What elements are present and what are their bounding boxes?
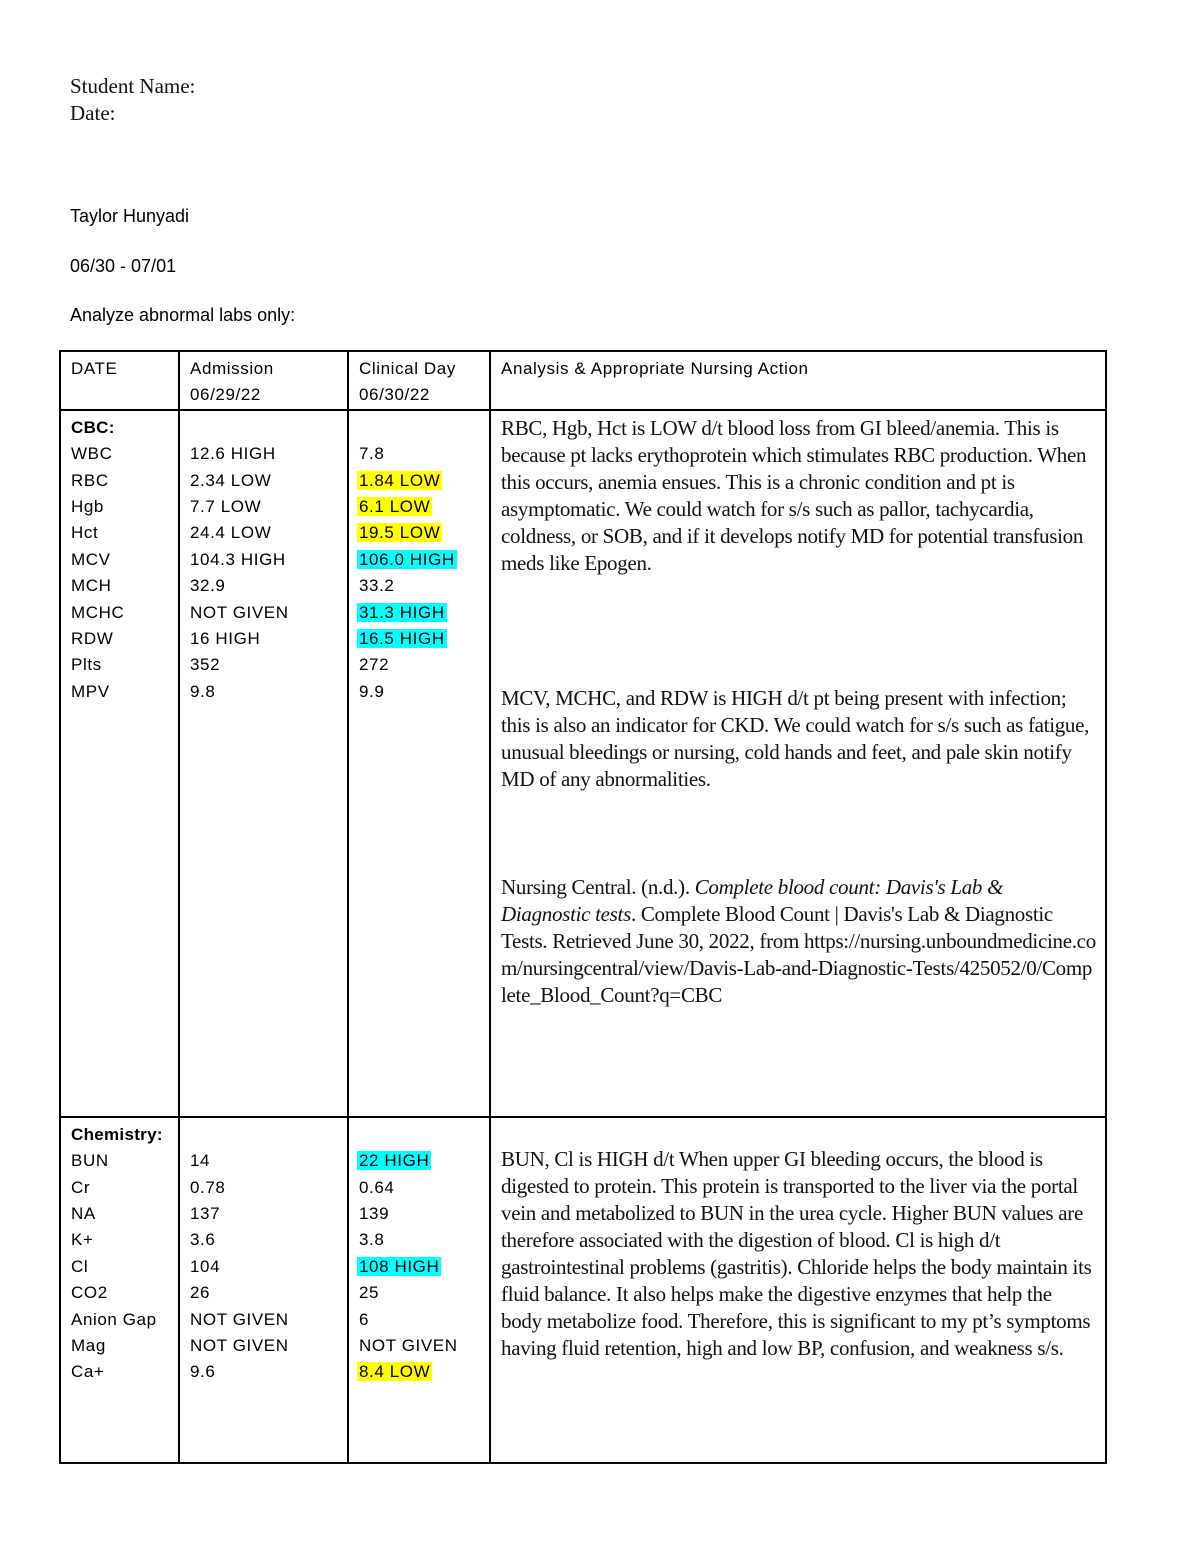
test-name: Ca+ [71,1362,105,1382]
admission-value: 16 HIGH [190,628,261,648]
chemistry-title: Chemistry: [71,1124,163,1144]
test-name: NA [71,1203,96,1223]
student-name-label: Student Name: [70,74,196,98]
citation-rest: . Complete Blood Count | Davis's Lab & D… [501,901,1053,953]
citation-title: Complete blood count: Davis's Lab & Diag… [501,874,1004,926]
admission-value: 2.34 LOW [190,470,272,490]
test-name: RBC [71,470,109,490]
clinical-value: 1.84 LOW [357,470,443,490]
clinical-value: 9.9 [359,681,385,701]
test-name: MCH [71,576,112,596]
clinical-value: 3.8 [359,1230,385,1250]
admission-value: 104.3 HIGH [190,549,286,569]
col-admission-date: 06/29/22 [190,385,261,405]
test-name: RDW [71,628,114,648]
cbc-analysis-paragraph: RBC, Hgb, Hct is LOW d/t blood loss from… [501,415,1087,575]
admission-value: 0.78 [190,1177,226,1197]
clinical-value: 7.8 [359,444,385,464]
test-name: Plts [71,655,102,675]
clinical-value: 19.5 LOW [357,523,443,543]
admission-value: NOT GIVEN [190,1309,289,1329]
date-range: 06/30 - 07/01 [70,256,177,276]
col-clinical-date: 06/30/22 [359,385,430,405]
clinical-value: 108 HIGH [357,1256,442,1276]
admission-value: 14 [190,1151,211,1171]
admission-value: 26 [190,1283,211,1303]
admission-value: 137 [190,1203,221,1223]
test-name: MCHC [71,602,125,622]
admission-value: 3.6 [190,1230,216,1250]
clinical-value: 272 [359,655,390,675]
chemistry-section: Chemistry: BUN Cr NA K+ Cl CO2 Anion Gap Mag Ca+ … [59,1115,1107,1464]
clinical-value: 139 [359,1203,390,1223]
clinical-value: NOT GIVEN [359,1335,458,1355]
test-name: BUN [71,1151,109,1171]
admission-value: 9.8 [190,681,216,701]
admission-value: 352 [190,655,221,675]
date-label: Date: [70,101,116,125]
clinical-value: 25 [359,1283,380,1303]
clinical-value: 31.3 HIGH [357,602,447,622]
col-admission: Admission [190,359,274,378]
citation-url[interactable]: https://nursing.unboundmedicine.com/nurs… [501,928,1096,1007]
test-name: Hgb [71,496,104,516]
test-name: WBC [71,444,113,464]
clinical-value: 22 HIGH [357,1151,432,1171]
clinical-value: 6.1 LOW [357,496,433,516]
clinical-value: 16.5 HIGH [357,628,447,648]
admission-value: NOT GIVEN [190,1335,289,1355]
test-name: MCV [71,549,111,569]
cbc-section: CBC: WBC RBC Hgb Hct MCV MCH MCHC RDW Plts MPV 12.… [59,408,1107,1118]
test-name: K+ [71,1230,94,1250]
test-name: Cr [71,1177,91,1197]
admission-value: 24.4 LOW [190,523,272,543]
chemistry-analysis: BUN, Cl is HIGH d/t When upper GI bleedi… [501,1146,1092,1360]
instruction: Analyze abnormal labs only: [70,305,296,325]
test-name: MPV [71,681,110,701]
col-analysis: Analysis & Appropriate Nursing Action [501,359,809,378]
admission-value: 7.7 LOW [190,496,262,516]
cbc-analysis-paragraph: MCV, MCHC, and RDW is HIGH d/t pt being … [501,685,1090,791]
cbc-title: CBC: [71,417,115,437]
citation-author: Nursing Central. (n.d.). [501,874,695,899]
student-name: Taylor Hunyadi [70,206,190,226]
clinical-value: 0.64 [359,1177,395,1197]
header-row: DATE Admission 06/29/22 Clinical Day 06/30… [59,350,1107,411]
col-clinical: Clinical Day [359,359,456,378]
admission-value: 104 [190,1256,221,1276]
clinical-value: 33.2 [359,576,395,596]
test-name: Hct [71,523,99,543]
clinical-value: 8.4 LOW [357,1362,433,1382]
admission-value: 32.9 [190,576,226,596]
clinical-value: 106.0 HIGH [357,549,457,569]
test-name: Cl [71,1256,89,1276]
test-name: Anion Gap [71,1309,157,1329]
citation: Nursing Central. (n.d.). Complete blood … [501,874,1097,1009]
lab-table: DATE Admission 06/29/22 Clinical Day 06/30… [59,350,1107,1464]
col-date: DATE [71,359,118,378]
admission-value: 12.6 HIGH [190,444,276,464]
admission-value: 9.6 [190,1362,216,1382]
admission-value: NOT GIVEN [190,602,289,622]
clinical-value: 6 [359,1309,370,1329]
test-name: Mag [71,1335,106,1355]
test-name: CO2 [71,1283,108,1303]
cbc-analysis: RBC, Hgb, Hct is LOW d/t blood loss from… [489,408,1107,1118]
